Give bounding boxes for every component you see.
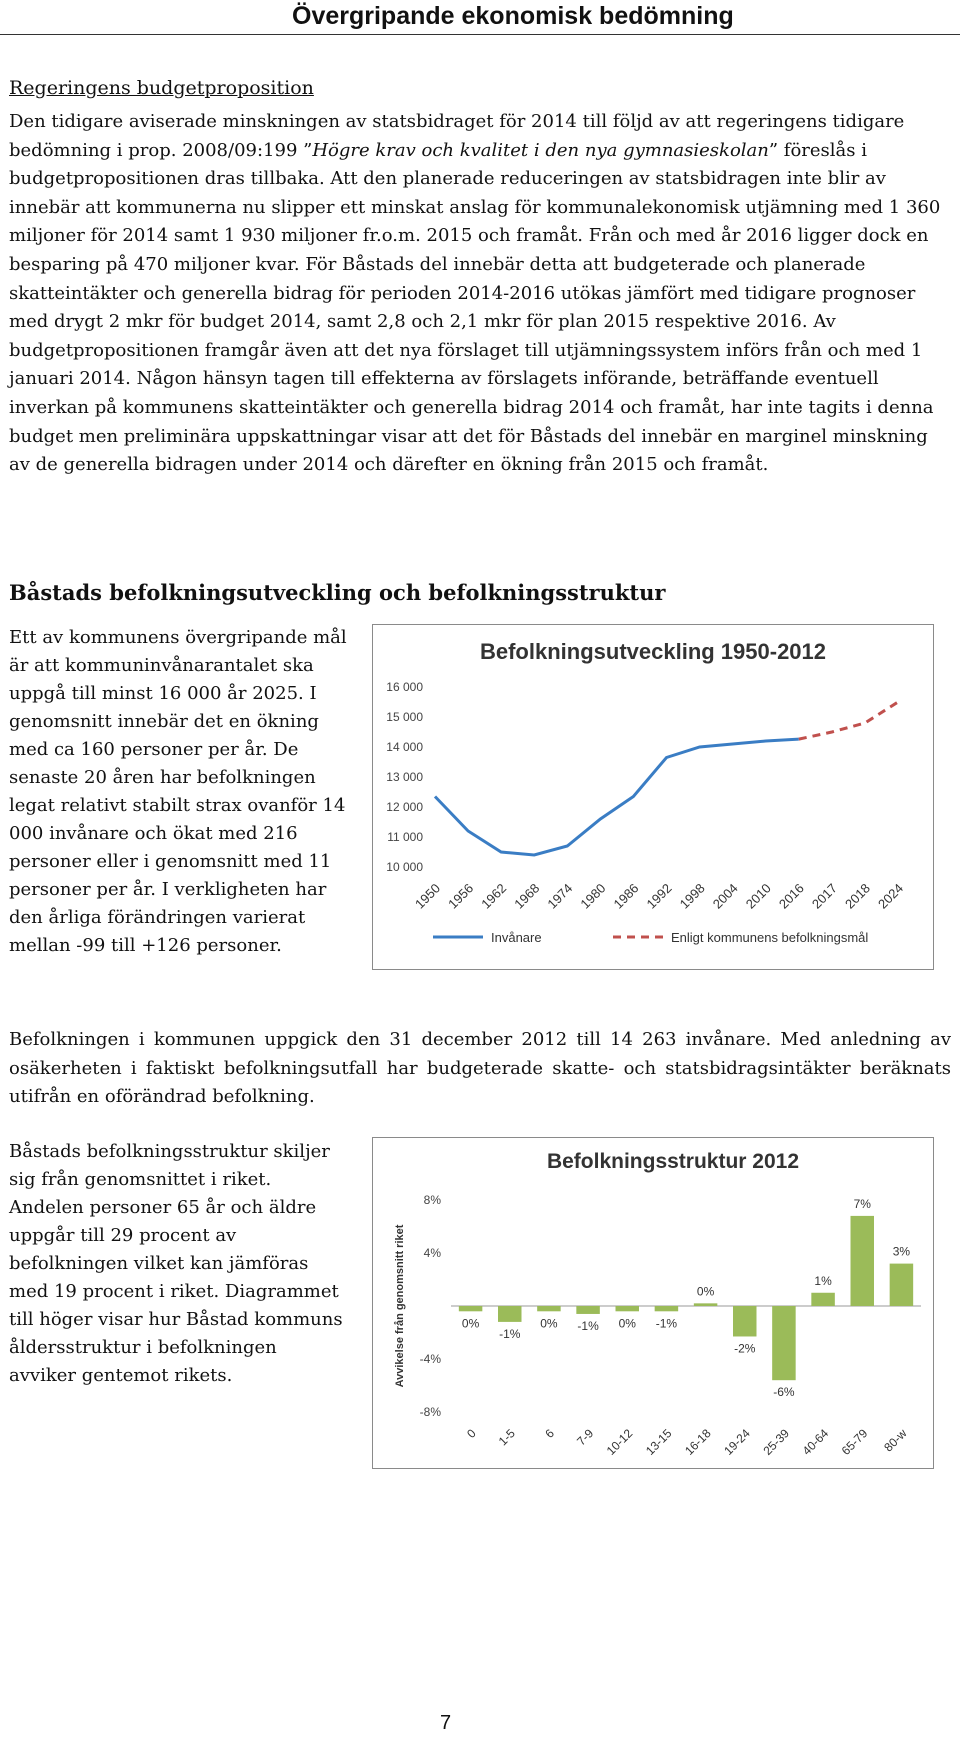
data-label: 1% [814,1274,832,1288]
bar [889,1263,914,1306]
section-heading: Båstads befolkningsutveckling och befolk… [9,580,666,605]
series-line [433,737,799,857]
x-tick-label: 2010 [743,881,774,912]
x-tick-label: 2004 [710,881,741,912]
series-line [798,700,899,741]
chart-title: Befolkningsstruktur 2012 [547,1150,799,1173]
y-tick-label: 14 000 [386,740,423,754]
data-label: 0% [619,1316,637,1330]
x-tick-label: 1980 [577,881,608,912]
x-tick-label: 1992 [644,881,675,912]
x-tick-label: 7-9 [574,1426,596,1448]
data-label: 3% [893,1245,911,1259]
paragraph: Båstads befolkningsstruktur skiljer sig … [9,1141,343,1386]
y-tick-label: 13 000 [386,770,423,784]
x-tick-label: 1950 [412,881,443,912]
x-tick-label: 2017 [809,881,840,912]
bar [615,1306,639,1312]
bar [576,1306,600,1314]
x-tick-label: 1968 [511,881,542,912]
y-axis-title: Avvikelse från genomsnitt riket [394,1224,406,1387]
line-chart: Befolkningsutveckling 1950-2012 10 000 11 … [372,624,934,970]
x-tick-label: 6 [542,1426,557,1441]
text: Den tidigare aviserade minskningen av st… [9,111,905,161]
y-tick-label: 16 000 [386,680,423,694]
x-tick-label: 2018 [842,881,873,912]
x-tick-label: 1962 [478,881,509,912]
bar [498,1306,522,1322]
bar [693,1303,718,1306]
header-title: Övergripande ekonomisk bedömning [292,2,734,30]
legend-label: Invånare [491,930,542,945]
y-tick-label: 11 000 [387,830,423,844]
data-label: 0% [540,1316,558,1330]
bar [772,1306,796,1381]
chart-title: Befolkningsutveckling 1950-2012 [480,639,826,664]
x-tick-label: 16-18 [682,1426,714,1458]
paragraph: Befolkningen i kommunen uppgick den 31 d… [9,1029,951,1108]
x-tick-label: 2016 [776,881,807,912]
y-tick-label: 12 000 [386,800,423,814]
section-heading: Regeringens budgetproposition [9,77,314,99]
data-label: -1% [656,1316,678,1330]
x-tick-label: 1956 [445,881,476,912]
bar [458,1306,483,1312]
x-tick-label: 13-15 [643,1426,675,1458]
data-label: 0% [462,1316,480,1330]
x-tick-label: 2024 [875,881,906,912]
paragraph: Ett av kommunens övergripande mål är att… [9,627,347,956]
x-tick-label: 80-w [881,1426,910,1455]
x-tick-label: 0 [464,1426,479,1441]
bar-chart: Befolkningsstruktur 2012 Avvikelse från g… [372,1137,934,1469]
x-tick-label: 10-12 [604,1426,636,1458]
y-tick-label: 10 000 [386,860,423,874]
italic-text: Högre krav och kvalitet i den nya gymnas… [312,139,769,161]
x-tick-label: 1974 [544,881,575,912]
x-tick-label: 1-5 [496,1426,518,1448]
bar [654,1306,679,1312]
x-tick-label: 40-64 [800,1426,832,1458]
data-label: 0% [697,1284,715,1298]
data-label: -6% [773,1385,795,1399]
y-tick-label: 15 000 [386,710,423,724]
page-number: 7 [440,1712,452,1734]
bar [537,1306,561,1312]
x-tick-label: 65-79 [839,1426,871,1458]
y-tick-label: -8% [420,1405,442,1419]
y-tick-label: 4% [424,1246,442,1260]
data-label: 7% [854,1197,872,1211]
x-tick-label: 1986 [610,881,641,912]
paragraph: Den tidigare aviserade minskningen av st… [9,108,951,480]
x-tick-label: 19-24 [721,1426,753,1458]
data-label: -1% [499,1327,521,1341]
x-tick-label: 25-39 [760,1426,792,1458]
y-tick-label: 8% [424,1193,442,1207]
bar [850,1215,874,1306]
y-tick-label: -4% [420,1352,442,1366]
bar [733,1306,757,1337]
bar [811,1292,835,1306]
text: ” föreslås i budgetpropositionen dras ti… [9,139,941,476]
legend-label: Enligt kommunens befolkningsmål [671,930,868,945]
x-tick-label: 1998 [677,881,708,912]
data-label: -1% [577,1319,599,1333]
data-label: -2% [734,1341,756,1355]
page-header: Övergripande ekonomisk bedömning [0,0,960,35]
